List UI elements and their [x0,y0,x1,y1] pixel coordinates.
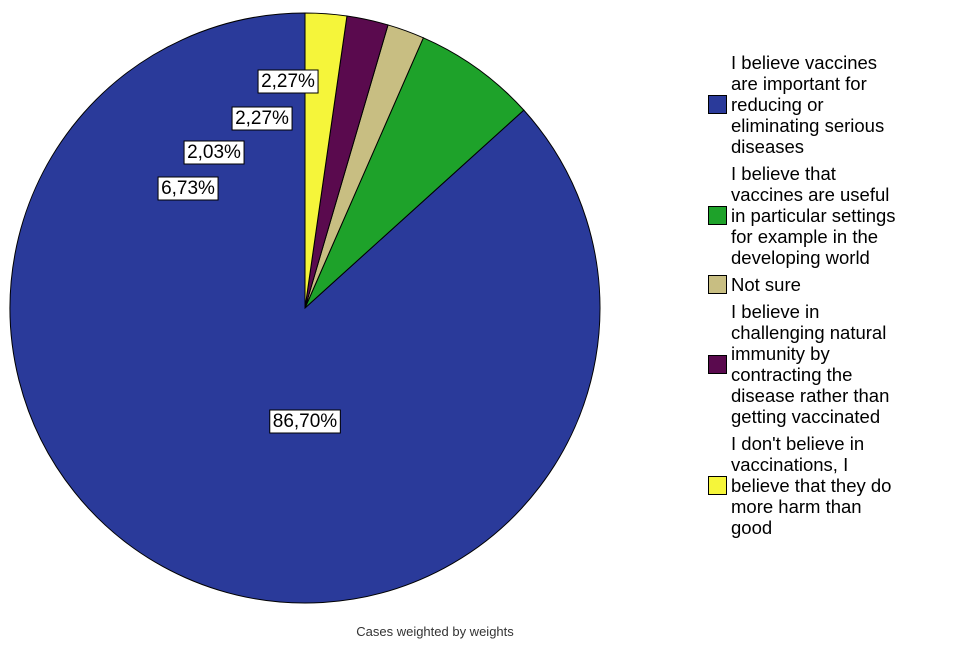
legend-item: I believe in challenging natural immunity … [708,301,958,427]
legend-swatch [708,206,727,225]
legend-label: I believe vaccines are important for reduc… [731,52,885,157]
slice-percent-label: 2,27% [257,69,319,94]
svg-text:2,27%: 2,27% [261,71,315,92]
chart-footnote: Cases weighted by weights [356,624,514,639]
svg-text:6,73%: 6,73% [161,178,215,199]
legend-label: I believe that vaccines are useful in part… [731,163,896,268]
slice-percent-label: 2,27% [231,106,293,131]
legend-item: I believe vaccines are important for reduc… [708,52,958,157]
slice-percent-label: 6,73% [157,176,219,201]
svg-text:86,70%: 86,70% [273,411,338,432]
legend-label: Not sure [731,274,801,295]
svg-text:2,03%: 2,03% [187,142,241,163]
legend-swatch [708,476,727,495]
pie-slice [304,37,525,309]
legend-item: I believe that vaccines are useful in part… [708,163,958,268]
legend-swatch [708,275,727,294]
legend-item: Not sure [708,274,958,295]
slice-percent-label: 86,70% [269,409,341,434]
svg-text:2,27%: 2,27% [235,108,289,129]
slice-percent-label: 2,03% [183,140,245,165]
legend-swatch [708,354,727,374]
legend-swatch [708,95,727,114]
legend-label: I believe in challenging natural immunity … [731,301,890,427]
chart-legend: I believe vaccines are important for reduc… [708,52,958,544]
